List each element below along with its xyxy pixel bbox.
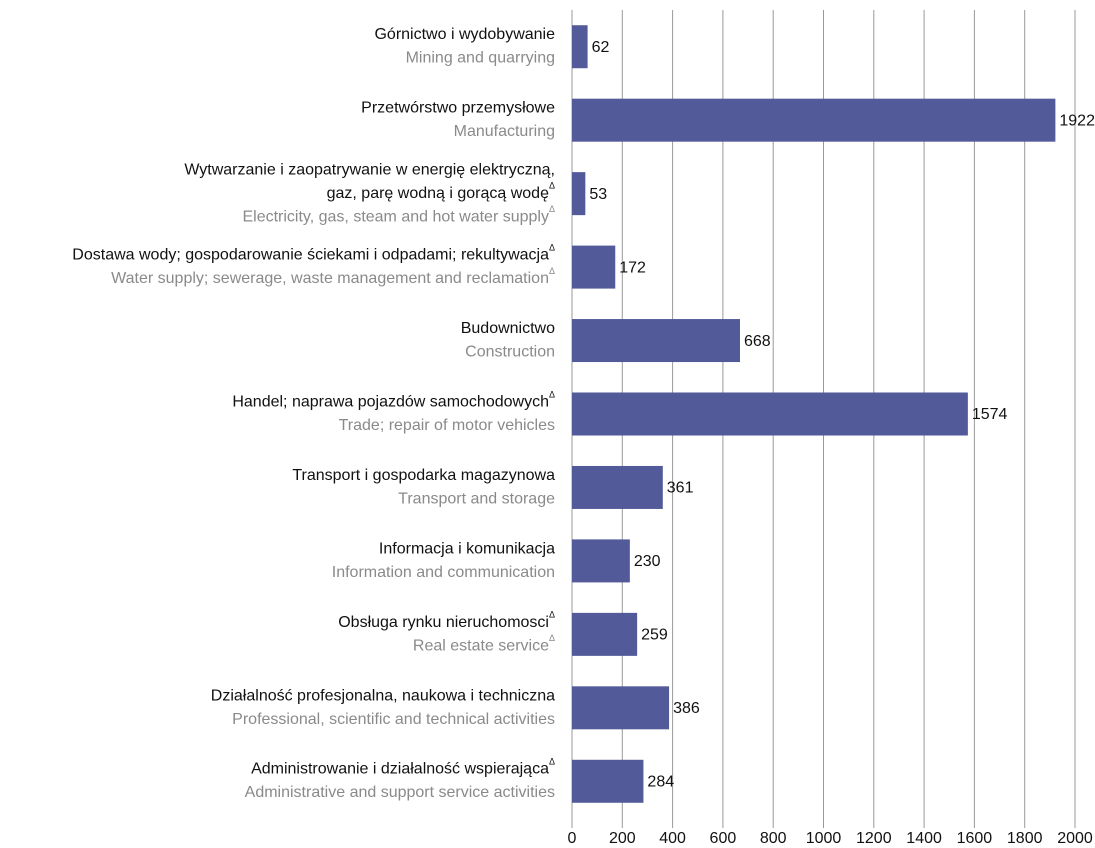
value-label: 668 xyxy=(744,333,771,350)
category-label-en: Transport and storage xyxy=(398,490,555,507)
category-label-en: Construction xyxy=(465,344,555,361)
category-label-en: Electricity, gas, steam and hot water su… xyxy=(242,205,555,226)
value-label: 284 xyxy=(647,773,674,790)
category-label: Działalność profesjonalna, naukowa i tec… xyxy=(211,687,555,704)
category-label: Administrowanie i działalność wspierając… xyxy=(251,757,555,778)
category-label: Przetwórstwo przemysłowe xyxy=(361,100,555,117)
bar xyxy=(572,539,630,583)
category-label: Informacja i komunikacja xyxy=(379,540,555,557)
category-label: gaz, parę wodną i gorącą wodęΔ xyxy=(327,181,555,202)
x-tick-label: 1400 xyxy=(906,830,942,847)
bar xyxy=(572,25,588,69)
x-tick-label: 0 xyxy=(568,830,577,847)
bar xyxy=(572,319,741,363)
x-tick-label: 2000 xyxy=(1057,830,1093,847)
value-label: 259 xyxy=(641,627,668,644)
category-label: Transport i gospodarka magazynowa xyxy=(292,467,555,484)
category-label-en: Real estate serviceΔ xyxy=(413,633,555,654)
x-tick-label: 1600 xyxy=(957,830,993,847)
bar xyxy=(572,245,616,289)
category-label: Wytwarzanie i zaopatrywanie w energię el… xyxy=(184,161,555,178)
category-label-en: Manufacturing xyxy=(454,123,555,140)
category-label: Górnictwo i wydobywanie xyxy=(374,26,555,43)
value-label: 361 xyxy=(667,480,694,497)
category-label-en: Mining and quarrying xyxy=(406,50,555,67)
x-tick-label: 200 xyxy=(609,830,636,847)
bar xyxy=(572,172,586,216)
category-label-en: Information and communication xyxy=(332,564,555,581)
x-tick-label: 400 xyxy=(659,830,686,847)
x-tick-label: 800 xyxy=(760,830,787,847)
value-label: 53 xyxy=(589,186,607,203)
value-label: 172 xyxy=(619,259,646,276)
bar xyxy=(572,759,644,803)
category-label-en: Professional, scientific and technical a… xyxy=(232,711,555,728)
bar xyxy=(572,392,968,436)
x-tick-label: 1800 xyxy=(1007,830,1043,847)
value-label: 62 xyxy=(592,39,610,56)
value-label: 230 xyxy=(634,553,661,570)
category-label: Obsługa rynku nieruchomosciΔ xyxy=(338,610,555,631)
x-tick-label: 1200 xyxy=(856,830,892,847)
category-label-en: Water supply; sewerage, waste management… xyxy=(111,266,555,287)
bar xyxy=(572,612,638,656)
category-label: Dostawa wody; gospodarowanie ściekami i … xyxy=(72,243,555,264)
x-tick-label: 600 xyxy=(710,830,737,847)
bar xyxy=(572,98,1056,142)
bar xyxy=(572,686,670,730)
bar xyxy=(572,465,663,509)
category-label: Handel; naprawa pojazdów samochodowychΔ xyxy=(232,390,555,411)
category-label-en: Administrative and support service activ… xyxy=(245,784,555,801)
category-label: Budownictwo xyxy=(461,320,555,337)
value-label: 1922 xyxy=(1059,112,1095,129)
category-label-en: Trade; repair of motor vehicles xyxy=(339,417,555,434)
x-tick-label: 1000 xyxy=(806,830,842,847)
value-label: 1574 xyxy=(972,406,1008,423)
value-label: 386 xyxy=(673,700,700,717)
